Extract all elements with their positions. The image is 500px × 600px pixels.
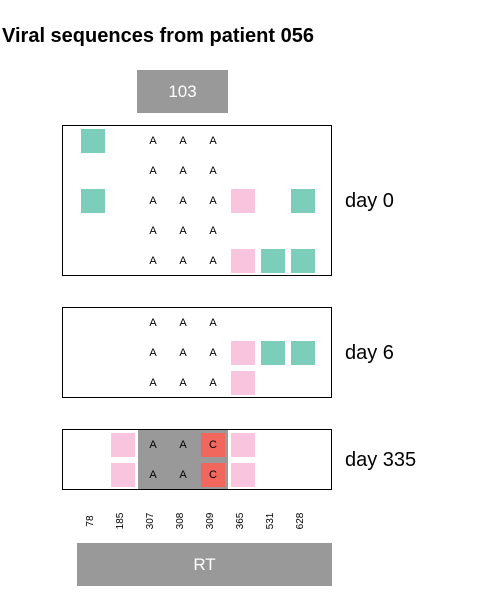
green-mutation-cell <box>81 129 105 153</box>
position-label: 531 <box>265 512 276 530</box>
position-label: 309 <box>205 512 216 530</box>
base-letter: A <box>179 469 187 481</box>
panel-day-6: A A A A A A A A A <box>62 307 332 398</box>
timepoint-label: day 6 <box>345 341 394 364</box>
base-letter: A <box>149 469 157 481</box>
green-mutation-cell <box>81 189 105 213</box>
base-letter: A <box>209 255 217 267</box>
red-mutation-cell <box>201 433 225 457</box>
panel-day-0: A A A A A A A A A A A A A A A <box>62 125 332 276</box>
timepoint-label: day 335 <box>345 448 417 471</box>
base-letter: A <box>179 255 187 267</box>
pink-mutation-cell <box>231 433 255 457</box>
pink-mutation-cell <box>231 249 255 273</box>
base-letter: A <box>149 439 157 451</box>
region-box-103: 103 <box>137 70 228 113</box>
base-letter: A <box>149 225 157 237</box>
base-letter: A <box>149 135 157 147</box>
base-letter: A <box>209 317 217 329</box>
base-letter: A <box>149 165 157 177</box>
region-box-rt: RT <box>77 543 332 586</box>
position-label: 308 <box>175 512 186 530</box>
pink-mutation-cell <box>231 371 255 395</box>
base-letter: A <box>149 377 157 389</box>
base-letter: A <box>209 195 217 207</box>
base-letter: A <box>179 165 187 177</box>
region-label: RT <box>193 554 216 574</box>
base-letter: A <box>149 317 157 329</box>
region-label: 103 <box>168 81 197 101</box>
base-letter: A <box>179 439 187 451</box>
base-letter: A <box>209 347 217 359</box>
base-letter: A <box>209 135 217 147</box>
base-letter: A <box>179 135 187 147</box>
green-mutation-cell <box>291 249 315 273</box>
page-title: Viral sequences from patient 056 <box>2 25 314 47</box>
green-mutation-cell <box>261 341 285 365</box>
red-mutation-cell <box>201 463 225 487</box>
base-letter: A <box>149 255 157 267</box>
panel-day-335: A A C A A C <box>62 429 332 490</box>
base-letter: A <box>209 225 217 237</box>
pink-mutation-cell <box>111 463 135 487</box>
base-letter: C <box>209 469 217 481</box>
base-letter: A <box>179 317 187 329</box>
base-letter: A <box>179 225 187 237</box>
base-letter: A <box>209 165 217 177</box>
base-letter: A <box>149 195 157 207</box>
base-letter: C <box>209 439 217 451</box>
base-letter: A <box>179 195 187 207</box>
base-letter: A <box>179 347 187 359</box>
green-mutation-cell <box>291 341 315 365</box>
green-mutation-cell <box>291 189 315 213</box>
position-label: 185 <box>115 512 126 530</box>
base-letter: A <box>209 377 217 389</box>
green-mutation-cell <box>261 249 285 273</box>
pink-mutation-cell <box>231 463 255 487</box>
pink-mutation-cell <box>231 341 255 365</box>
position-label: 307 <box>145 512 156 530</box>
position-label: 78 <box>85 515 96 527</box>
base-letter: A <box>149 347 157 359</box>
position-label: 365 <box>235 512 246 530</box>
timepoint-label: day 0 <box>345 189 394 212</box>
base-letter: A <box>179 377 187 389</box>
pink-mutation-cell <box>231 189 255 213</box>
pink-mutation-cell <box>111 433 135 457</box>
position-label: 628 <box>295 512 306 530</box>
